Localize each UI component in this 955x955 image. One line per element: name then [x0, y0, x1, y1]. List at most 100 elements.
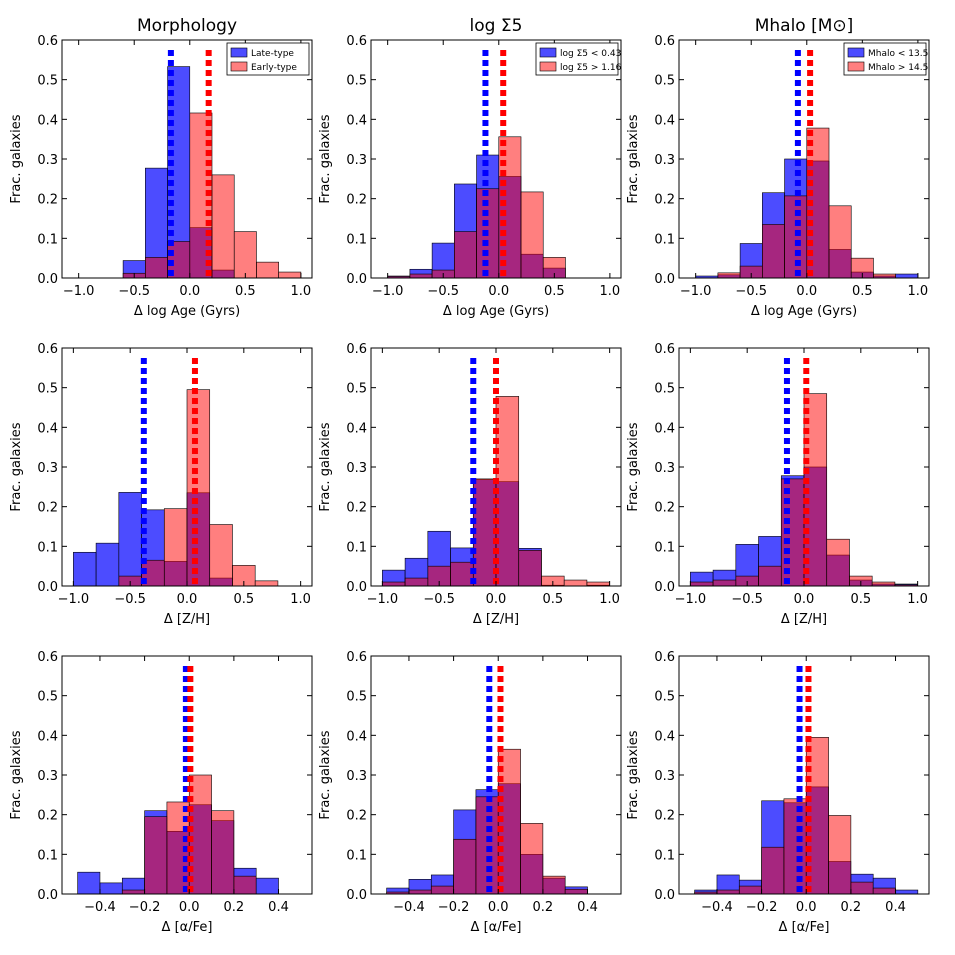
y-tick-label: 0.2 [654, 501, 675, 516]
y-tick-label: 0.0 [654, 888, 675, 903]
blue-bar [73, 551, 97, 587]
y-axis-label: Frac. galaxies [626, 730, 641, 819]
y-tick-label: 0.6 [37, 342, 58, 357]
red-bar [278, 271, 302, 279]
y-tick-label: 0.2 [346, 501, 367, 516]
x-tick-label: −1.0 [675, 592, 707, 607]
legend-swatch-blue [230, 47, 248, 58]
red-histogram [386, 748, 588, 895]
x-tick-label: 0.0 [794, 592, 815, 607]
y-tick-label: 0.0 [346, 580, 367, 595]
x-tick-label: −0.5 [114, 592, 146, 607]
y-tick-label: 0.5 [346, 74, 367, 89]
y-tick-label: 0.4 [346, 113, 367, 128]
red-bar [430, 885, 454, 895]
blue-bar [895, 889, 919, 895]
y-tick-label: 0.3 [37, 769, 58, 784]
x-tick-label: 0.0 [796, 284, 817, 299]
y-tick-label: 0.1 [346, 232, 367, 247]
x-tick-label: 0.5 [542, 592, 563, 607]
x-tick-label: −0.5 [427, 284, 459, 299]
blue-bar [95, 542, 120, 587]
x-tick-label: −0.4 [84, 900, 116, 915]
y-axis-label: Frac. galaxies [9, 422, 24, 511]
panel-r1-c2: 0.0 0.1 0.2 0.3 0.4 0.5 0.6 −1.0 −0.5 0.0 0.5 1.0 Δ … [318, 34, 622, 319]
y-tick-label: 0.0 [37, 272, 58, 287]
red-bar [761, 846, 785, 895]
x-tick-label: −0.4 [393, 900, 425, 915]
red-bar [382, 581, 406, 587]
y-axis-label: Frac. galaxies [626, 422, 641, 511]
y-tick-label: 0.3 [37, 153, 58, 168]
red-bar [256, 261, 279, 279]
red-bar [828, 815, 852, 895]
x-tick-label: 0.0 [796, 900, 817, 915]
y-tick-label: 0.6 [346, 342, 367, 357]
y-tick-label: 0.4 [37, 729, 58, 744]
y-tick-label: 0.2 [37, 501, 58, 516]
y-tick-label: 0.6 [346, 650, 367, 665]
y-tick-label: 0.6 [37, 34, 58, 49]
x-axis-label: Δ [Z/H] [473, 612, 519, 627]
y-tick-label: 0.5 [654, 382, 675, 397]
x-axis-label: Δ [α/Fe] [779, 920, 830, 935]
blue-bar [77, 871, 101, 895]
y-tick-label: 0.6 [654, 34, 675, 49]
x-tick-label: 0.2 [841, 900, 862, 915]
x-axis-label: Δ [α/Fe] [471, 920, 522, 935]
y-axis-label: Frac. galaxies [318, 114, 333, 203]
y-tick-label: 0.6 [346, 34, 367, 49]
red-histogram [121, 774, 257, 895]
red-bar [828, 205, 852, 279]
x-tick-label: 0.5 [233, 592, 254, 607]
x-tick-label: 0.0 [488, 284, 509, 299]
red-bar [758, 565, 782, 587]
panel-r2-c3: 0.0 0.1 0.2 0.3 0.4 0.5 0.6 −1.0 −0.5 0.0 0.5 1.0 Δ … [626, 342, 930, 627]
y-tick-label: 0.5 [37, 690, 58, 705]
x-tick-label: −0.5 [118, 284, 150, 299]
x-tick-label: 0.4 [268, 900, 289, 915]
column-title-1: Morphology [137, 16, 237, 36]
x-axis-label: Δ log Age (Gyrs) [751, 304, 857, 319]
red-bar [404, 577, 429, 587]
red-bar [586, 581, 610, 587]
x-tick-label: −0.5 [731, 592, 763, 607]
x-tick-label: −0.2 [438, 900, 470, 915]
y-tick-label: 0.3 [346, 769, 367, 784]
legend: Mhalo < 13.5 Mhalo > 14.5 [843, 42, 928, 76]
y-tick-label: 0.5 [654, 690, 675, 705]
red-bar [520, 191, 544, 279]
y-tick-label: 0.4 [346, 729, 367, 744]
y-tick-label: 0.1 [654, 540, 675, 555]
y-tick-label: 0.2 [37, 809, 58, 824]
x-tick-label: 1.0 [600, 284, 621, 299]
x-tick-label: 0.0 [179, 284, 200, 299]
x-axis-label: Δ [Z/H] [164, 612, 210, 627]
red-bar [690, 581, 714, 587]
y-tick-label: 0.3 [654, 461, 675, 476]
y-tick-label: 0.2 [654, 193, 675, 208]
y-tick-label: 0.3 [654, 153, 675, 168]
x-tick-label: 0.5 [850, 592, 871, 607]
y-tick-label: 0.4 [346, 421, 367, 436]
red-bar [717, 272, 741, 279]
y-tick-label: 0.0 [37, 888, 58, 903]
red-bar [873, 273, 896, 279]
x-tick-label: −0.2 [129, 900, 161, 915]
y-tick-label: 0.1 [37, 232, 58, 247]
y-tick-label: 0.2 [346, 809, 367, 824]
y-axis-label: Frac. galaxies [318, 422, 333, 511]
red-bar [738, 885, 762, 895]
red-bar [520, 823, 544, 895]
x-tick-label: −1.0 [63, 284, 95, 299]
red-bar [211, 174, 235, 279]
panel-r2-c1: 0.0 0.1 0.2 0.3 0.4 0.5 0.6 −1.0 −0.5 0.0 0.5 1.0 Δ … [9, 342, 313, 627]
y-tick-label: 0.3 [346, 461, 367, 476]
legend-label-blue: Late-type [251, 49, 294, 59]
y-tick-label: 0.4 [654, 421, 675, 436]
x-tick-label: −0.5 [423, 592, 455, 607]
y-tick-label: 0.6 [654, 650, 675, 665]
legend-swatch-red [230, 61, 248, 72]
red-bar [762, 224, 785, 279]
